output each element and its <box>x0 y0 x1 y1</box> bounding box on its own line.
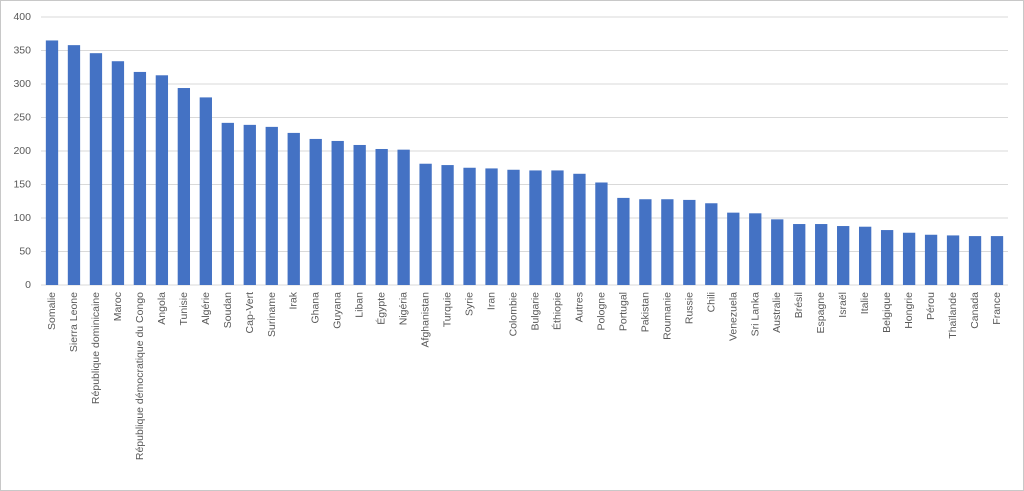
bar <box>749 213 762 285</box>
x-tick-label: Liban <box>354 292 366 318</box>
bar <box>683 199 696 285</box>
x-tick-label: Soudan <box>222 292 234 328</box>
x-tick-label: Thaïlande <box>947 292 959 339</box>
bar <box>639 199 652 285</box>
bar <box>551 170 564 285</box>
bar <box>45 40 59 286</box>
y-tick-label: 400 <box>13 11 31 23</box>
bar <box>67 45 81 285</box>
x-tick-label: Angola <box>156 292 168 325</box>
x-tick-label: Venezuela <box>727 292 739 341</box>
bar <box>617 197 630 285</box>
x-tick-label: Espagne <box>815 292 827 334</box>
y-tick-label: 350 <box>13 44 31 56</box>
bar <box>133 71 147 285</box>
x-tick-label: République dominicaine <box>90 292 102 404</box>
bar <box>287 132 300 285</box>
x-tick-label: Afghanistan <box>420 292 432 348</box>
x-tick-label: France <box>991 292 1003 325</box>
x-tick-label: Sierra Leone <box>68 292 80 352</box>
bar <box>793 224 806 285</box>
bar <box>309 138 322 285</box>
bar <box>155 75 169 285</box>
x-tick-label: Belgique <box>881 292 893 333</box>
bar <box>177 88 191 286</box>
x-tick-label: Maroc <box>112 292 124 321</box>
bar <box>353 144 366 285</box>
bar <box>990 236 1004 285</box>
bar <box>946 235 960 285</box>
x-tick-label: Brésil <box>793 292 805 318</box>
x-tick-label: Russie <box>683 292 695 324</box>
bar <box>815 224 828 285</box>
bar <box>265 126 278 285</box>
x-tick-label: République démocratique du Congo <box>134 292 146 460</box>
bar <box>441 165 454 285</box>
x-tick-label: Suriname <box>266 292 278 337</box>
x-tick-label: Tunisie <box>178 292 190 326</box>
bar <box>111 61 125 285</box>
x-tick-label: Somalie <box>46 292 58 330</box>
bar <box>661 199 674 285</box>
y-tick-label: 150 <box>13 178 31 190</box>
x-tick-label: Cap-Vert <box>244 292 256 334</box>
bar <box>199 97 212 286</box>
x-tick-label: Iran <box>486 292 498 310</box>
bar <box>463 167 476 285</box>
bar <box>507 169 520 285</box>
x-tick-label: Égypte <box>375 292 388 325</box>
bar <box>727 212 740 285</box>
x-tick-label: Roumanie <box>661 292 673 340</box>
bar <box>705 203 718 285</box>
x-tick-label: Turquie <box>442 292 454 327</box>
bar <box>529 170 542 285</box>
x-tick-label: Pakistan <box>639 292 651 332</box>
y-tick-label: 300 <box>13 78 31 90</box>
bar <box>902 232 916 285</box>
x-tick-label: Colombie <box>508 292 520 337</box>
bar <box>595 182 608 285</box>
x-tick-label: Portugal <box>617 292 629 331</box>
x-tick-label: Hongrie <box>903 292 915 329</box>
x-tick-label: Irak <box>288 291 300 309</box>
x-tick-label: Sri Lanka <box>749 292 761 337</box>
bar <box>924 234 938 285</box>
bar <box>89 53 103 286</box>
bar <box>837 226 850 285</box>
y-tick-label: 50 <box>19 245 31 257</box>
bar <box>485 168 498 285</box>
x-tick-label: Syrie <box>464 292 476 316</box>
x-tick-label: Nigéria <box>398 292 410 325</box>
x-tick-label: Ghana <box>310 292 322 324</box>
bar <box>419 163 432 285</box>
x-tick-label: Bulgarie <box>529 292 541 331</box>
x-tick-label: Autres <box>573 292 585 322</box>
x-tick-label: Australie <box>771 292 783 333</box>
bar <box>375 148 388 285</box>
bar <box>243 124 256 286</box>
bar <box>771 219 784 285</box>
x-tick-label: Pérou <box>925 292 937 320</box>
bar <box>221 122 234 285</box>
y-tick-label: 250 <box>13 111 31 123</box>
x-tick-label: Israël <box>837 292 849 318</box>
bar <box>331 140 344 285</box>
y-tick-label: 100 <box>13 212 31 224</box>
bar <box>880 230 894 285</box>
x-tick-label: Chili <box>705 292 717 312</box>
x-tick-label: Pologne <box>595 292 607 331</box>
y-tick-label: 0 <box>25 279 31 291</box>
bar <box>397 149 410 285</box>
x-tick-label: Éthiopie <box>550 292 563 330</box>
x-tick-label: Italie <box>859 292 871 314</box>
x-tick-label: Algérie <box>200 292 212 325</box>
x-tick-label: Canada <box>969 292 981 329</box>
bar <box>968 236 982 285</box>
bar <box>573 173 586 285</box>
y-tick-label: 200 <box>13 145 31 157</box>
x-tick-label: Guyana <box>332 292 344 329</box>
bar <box>858 226 872 285</box>
